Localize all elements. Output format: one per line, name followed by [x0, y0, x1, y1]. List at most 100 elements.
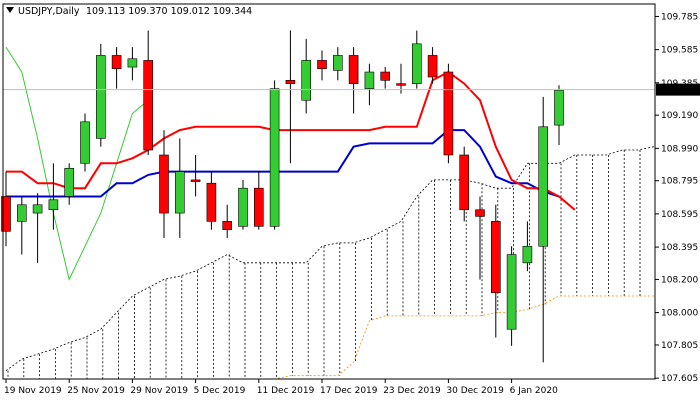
candle-body [317, 60, 327, 70]
candle [285, 30, 296, 164]
candle-body [143, 60, 153, 151]
candle [222, 204, 232, 238]
senkou_b-line [6, 295, 654, 380]
candle [96, 43, 106, 147]
candle [254, 171, 264, 230]
candle-body [475, 209, 485, 217]
candle-body [506, 254, 517, 330]
y-tick-label: 108.000 [661, 309, 698, 319]
candle [506, 246, 517, 346]
candle-body [285, 80, 296, 84]
current-price-label-bg [656, 83, 700, 96]
candle [459, 146, 470, 222]
candle-body [96, 55, 106, 139]
candle [80, 113, 90, 172]
y-tick-label: 108.990 [661, 144, 698, 154]
candle-body [332, 55, 343, 71]
x-tick-label: 30 Dec 2019 [446, 386, 504, 396]
candle-body [190, 179, 201, 182]
candle-body [411, 43, 422, 84]
collapse-triangle-icon[interactable] [6, 7, 14, 13]
chart-ohlc: 109.113 109.370 109.012 109.344 [86, 6, 252, 17]
candle [538, 96, 549, 363]
candle [111, 47, 122, 89]
plot-frame [2, 3, 656, 380]
candle-body [48, 199, 59, 211]
candle [190, 154, 201, 197]
candle-body [32, 204, 43, 214]
candle [522, 221, 533, 272]
candle-body [159, 154, 169, 214]
x-tick-label: 17 Dec 2019 [320, 386, 378, 396]
time-axis: 19 Nov 2019 25 Nov 2019 29 Nov 2019 5 Dec 2… [4, 379, 558, 396]
candle [490, 204, 501, 338]
candle [32, 193, 43, 263]
candle-body [80, 121, 90, 164]
x-tick-label: 29 Nov 2019 [130, 386, 188, 396]
candle [206, 171, 217, 230]
candle-body [554, 89, 564, 126]
candle [411, 30, 422, 89]
candle [332, 47, 343, 81]
candle-body [459, 154, 470, 211]
candle-body [348, 55, 359, 84]
chart-header: USDJPY,Daily 109.113 109.370 109.012 109… [6, 6, 252, 17]
y-tick-label: 109.585 [661, 46, 698, 56]
candle-body [64, 167, 74, 197]
candle-body [238, 187, 248, 227]
candle-body [206, 182, 217, 222]
candle-body [427, 55, 438, 78]
candle [475, 196, 485, 280]
y-tick-label: 107.605 [661, 374, 698, 384]
candle-body [301, 60, 312, 101]
candle [16, 196, 27, 255]
candle [380, 67, 391, 89]
chart-symbol: USDJPY,Daily [18, 6, 80, 17]
candle [1, 171, 11, 247]
candle [64, 163, 74, 205]
y-tick-label: 108.395 [661, 243, 698, 253]
y-tick-label: 108.795 [661, 177, 698, 187]
candle-body [1, 196, 11, 232]
x-tick-label: 25 Nov 2019 [67, 386, 125, 396]
y-tick-label: 109.785 [661, 12, 698, 22]
candle-body [222, 221, 232, 230]
candle-body [380, 71, 391, 81]
candles [1, 30, 564, 363]
y-tick-label: 108.595 [661, 210, 698, 220]
x-tick-label: 5 Dec 2019 [194, 386, 246, 396]
candle [427, 47, 438, 84]
candle-body [111, 55, 122, 70]
candle [317, 50, 327, 81]
candle-body [127, 58, 138, 68]
candle [348, 47, 359, 114]
ichimoku-cloud [7, 150, 641, 379]
candle [396, 63, 406, 94]
candle-body [254, 187, 264, 227]
candle [269, 80, 280, 230]
kijun-line [6, 129, 560, 198]
candle [159, 130, 169, 238]
candle-body [522, 245, 533, 264]
candle [238, 179, 248, 230]
candle [127, 47, 138, 81]
current-price-value: 109.344 [660, 86, 697, 96]
candle [364, 63, 375, 106]
candle [48, 163, 59, 230]
x-tick-label: 19 Nov 2019 [4, 386, 62, 396]
candle-body [538, 126, 549, 247]
candle [443, 63, 454, 164]
candle [175, 138, 185, 238]
chikou-line [5, 46, 149, 281]
candle-body [269, 88, 280, 227]
candle-body [175, 171, 185, 214]
candle-body [396, 83, 406, 86]
candle-body [443, 71, 454, 156]
candle [301, 38, 312, 114]
y-tick-label: 108.200 [661, 275, 698, 285]
candle-body [490, 221, 501, 294]
x-tick-label: 6 Jan 2020 [510, 386, 558, 396]
y-tick-label: 107.805 [661, 341, 698, 351]
